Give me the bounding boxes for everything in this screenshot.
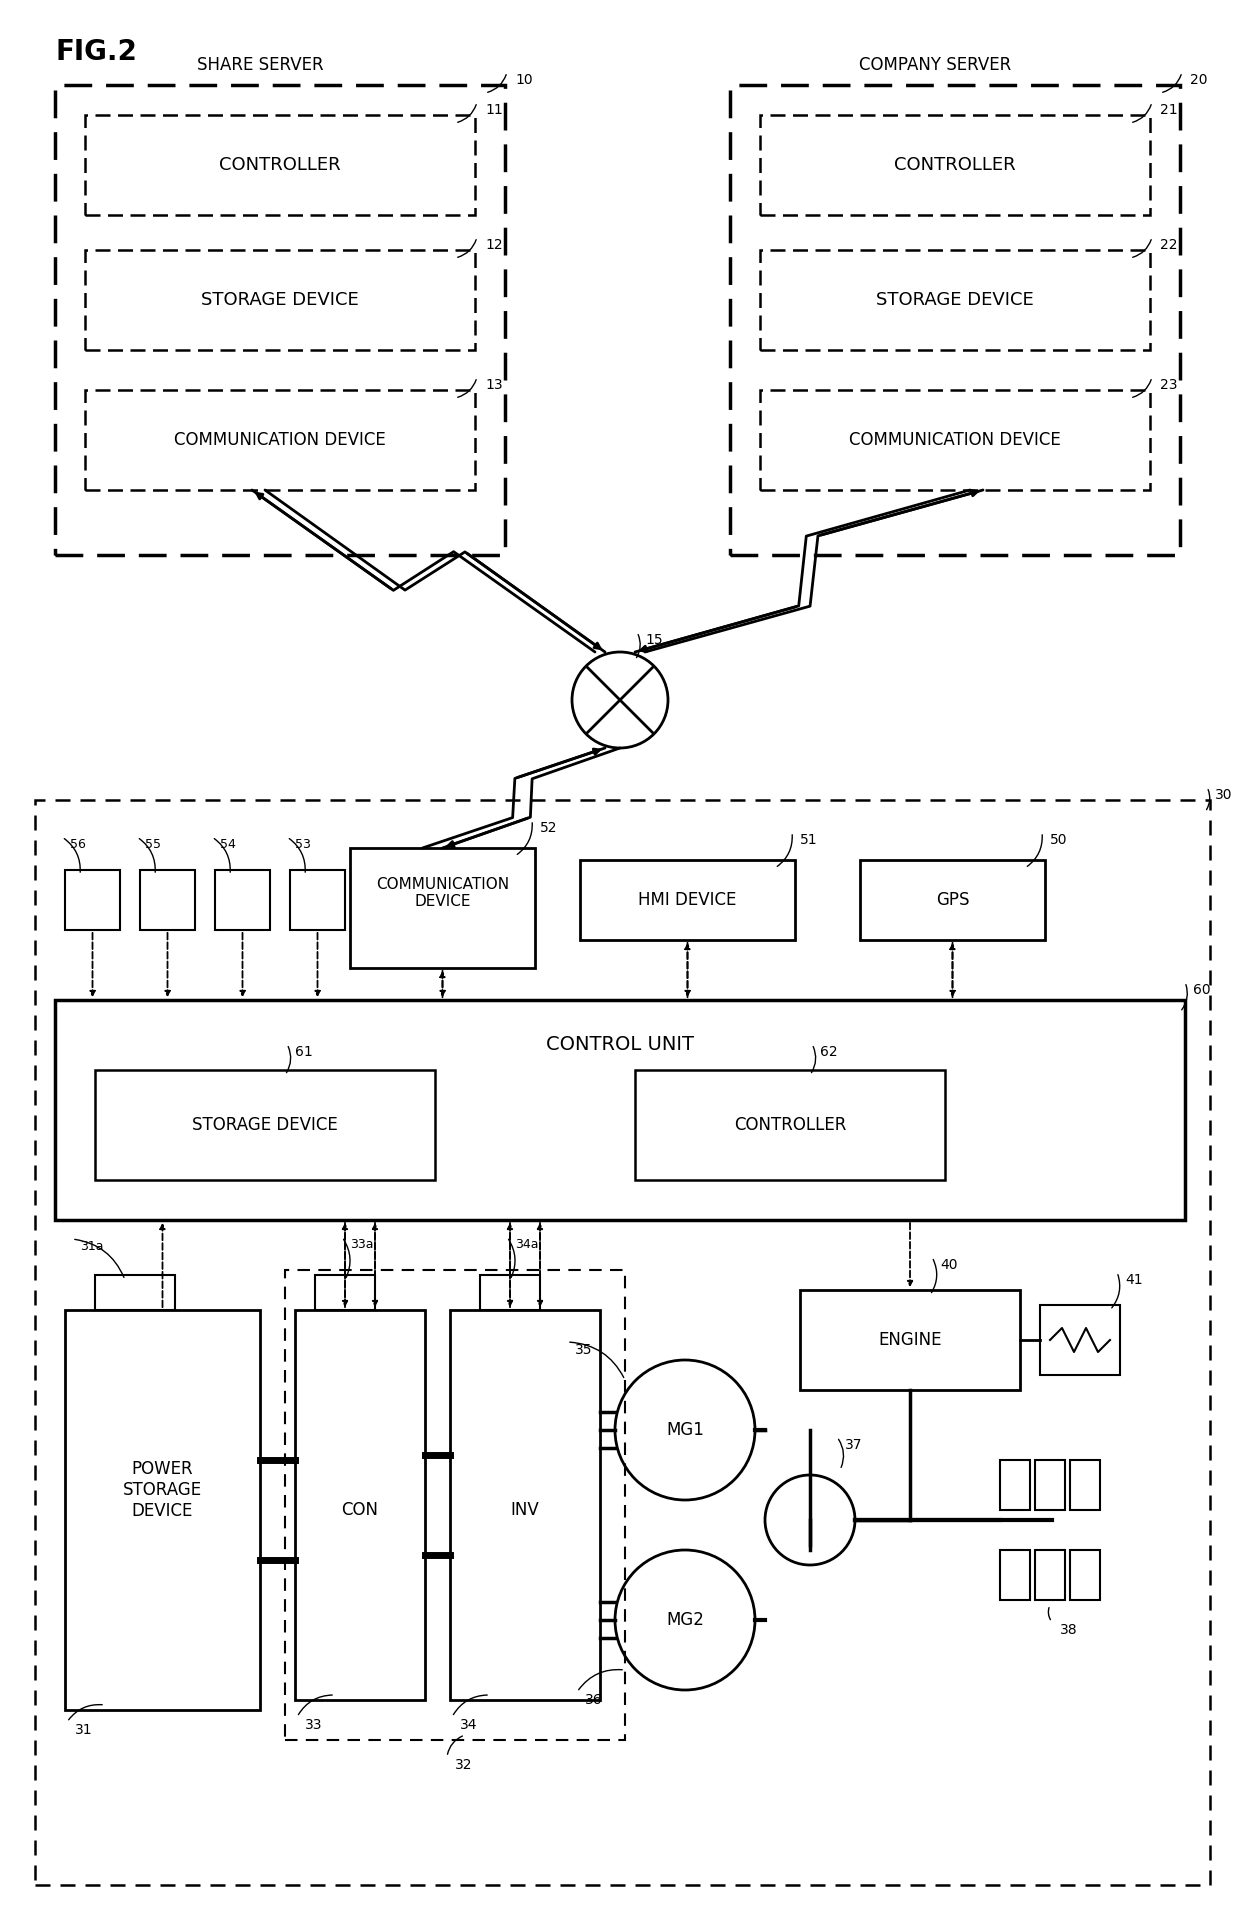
Bar bbox=[86, 390, 475, 490]
Text: 54: 54 bbox=[219, 839, 236, 851]
Text: 38: 38 bbox=[1060, 1622, 1078, 1638]
Text: 31a: 31a bbox=[81, 1240, 103, 1254]
Text: FIG.2: FIG.2 bbox=[55, 38, 136, 65]
Bar bbox=[35, 801, 1210, 1885]
Text: 62: 62 bbox=[820, 1044, 838, 1060]
Text: CON: CON bbox=[341, 1501, 378, 1519]
Bar bbox=[86, 115, 475, 215]
Text: GPS: GPS bbox=[936, 891, 970, 908]
Bar bbox=[1070, 1549, 1100, 1599]
Bar bbox=[215, 870, 270, 929]
Text: STORAGE DEVICE: STORAGE DEVICE bbox=[201, 292, 358, 309]
Text: 32: 32 bbox=[455, 1759, 472, 1772]
Text: 33: 33 bbox=[305, 1718, 322, 1732]
Bar bbox=[295, 1309, 425, 1699]
Bar bbox=[760, 390, 1149, 490]
Text: MG1: MG1 bbox=[666, 1421, 704, 1438]
Text: 51: 51 bbox=[800, 833, 817, 847]
Text: 56: 56 bbox=[69, 839, 86, 851]
Text: 21: 21 bbox=[1159, 104, 1178, 117]
Text: SHARE SERVER: SHARE SERVER bbox=[197, 56, 324, 75]
Bar bbox=[95, 1275, 175, 1309]
Bar bbox=[800, 1290, 1021, 1390]
Text: STORAGE DEVICE: STORAGE DEVICE bbox=[192, 1116, 337, 1135]
Bar bbox=[861, 860, 1045, 941]
Bar bbox=[64, 1309, 260, 1711]
Text: COMMUNICATION DEVICE: COMMUNICATION DEVICE bbox=[849, 430, 1061, 449]
Text: 60: 60 bbox=[1193, 983, 1210, 996]
Bar bbox=[999, 1549, 1030, 1599]
Text: 30: 30 bbox=[1215, 787, 1233, 803]
Bar bbox=[760, 115, 1149, 215]
Bar bbox=[1040, 1306, 1120, 1375]
Text: COMPANY SERVER: COMPANY SERVER bbox=[859, 56, 1011, 75]
Text: 34a: 34a bbox=[515, 1238, 538, 1252]
Text: POWER
STORAGE
DEVICE: POWER STORAGE DEVICE bbox=[123, 1461, 202, 1521]
Text: CONTROL UNIT: CONTROL UNIT bbox=[546, 1035, 694, 1054]
Text: 50: 50 bbox=[1050, 833, 1068, 847]
Text: CONTROLLER: CONTROLLER bbox=[894, 156, 1016, 175]
Text: MG2: MG2 bbox=[666, 1611, 704, 1628]
Bar bbox=[64, 870, 120, 929]
Text: 11: 11 bbox=[485, 104, 502, 117]
Bar bbox=[730, 84, 1180, 555]
Text: 37: 37 bbox=[844, 1438, 863, 1452]
Text: 15: 15 bbox=[645, 634, 662, 647]
Bar bbox=[760, 250, 1149, 349]
Bar bbox=[55, 1000, 1185, 1219]
Text: 36: 36 bbox=[585, 1693, 603, 1707]
Text: 53: 53 bbox=[295, 839, 311, 851]
Text: 31: 31 bbox=[74, 1722, 93, 1738]
Bar bbox=[635, 1069, 945, 1181]
Bar bbox=[285, 1269, 625, 1740]
Bar bbox=[450, 1309, 600, 1699]
Text: COMMUNICATION DEVICE: COMMUNICATION DEVICE bbox=[174, 430, 386, 449]
Text: 61: 61 bbox=[295, 1044, 312, 1060]
Text: 40: 40 bbox=[940, 1258, 957, 1271]
Text: 55: 55 bbox=[145, 839, 161, 851]
Text: 13: 13 bbox=[485, 378, 502, 392]
Bar bbox=[140, 870, 195, 929]
Bar bbox=[1035, 1549, 1065, 1599]
Bar bbox=[580, 860, 795, 941]
Bar bbox=[480, 1275, 539, 1309]
Bar bbox=[1035, 1459, 1065, 1509]
Text: 33a: 33a bbox=[350, 1238, 373, 1252]
Text: CONTROLLER: CONTROLLER bbox=[219, 156, 341, 175]
Bar bbox=[1070, 1459, 1100, 1509]
Text: 34: 34 bbox=[460, 1718, 477, 1732]
Text: STORAGE DEVICE: STORAGE DEVICE bbox=[877, 292, 1034, 309]
Text: 41: 41 bbox=[1125, 1273, 1142, 1286]
Bar bbox=[315, 1275, 374, 1309]
Text: 10: 10 bbox=[515, 73, 533, 86]
Text: 23: 23 bbox=[1159, 378, 1178, 392]
Bar bbox=[95, 1069, 435, 1181]
Text: CONTROLLER: CONTROLLER bbox=[734, 1116, 846, 1135]
Text: 22: 22 bbox=[1159, 238, 1178, 252]
Text: COMMUNICATION
DEVICE: COMMUNICATION DEVICE bbox=[376, 877, 510, 910]
Bar bbox=[350, 849, 534, 968]
Text: INV: INV bbox=[511, 1501, 539, 1519]
Bar bbox=[290, 870, 345, 929]
Text: 20: 20 bbox=[1190, 73, 1208, 86]
Bar bbox=[55, 84, 505, 555]
Text: 35: 35 bbox=[575, 1342, 593, 1357]
Text: HMI DEVICE: HMI DEVICE bbox=[639, 891, 737, 908]
Bar bbox=[86, 250, 475, 349]
Text: 52: 52 bbox=[539, 822, 558, 835]
Bar bbox=[999, 1459, 1030, 1509]
Text: 12: 12 bbox=[485, 238, 502, 252]
Text: ENGINE: ENGINE bbox=[878, 1331, 941, 1350]
